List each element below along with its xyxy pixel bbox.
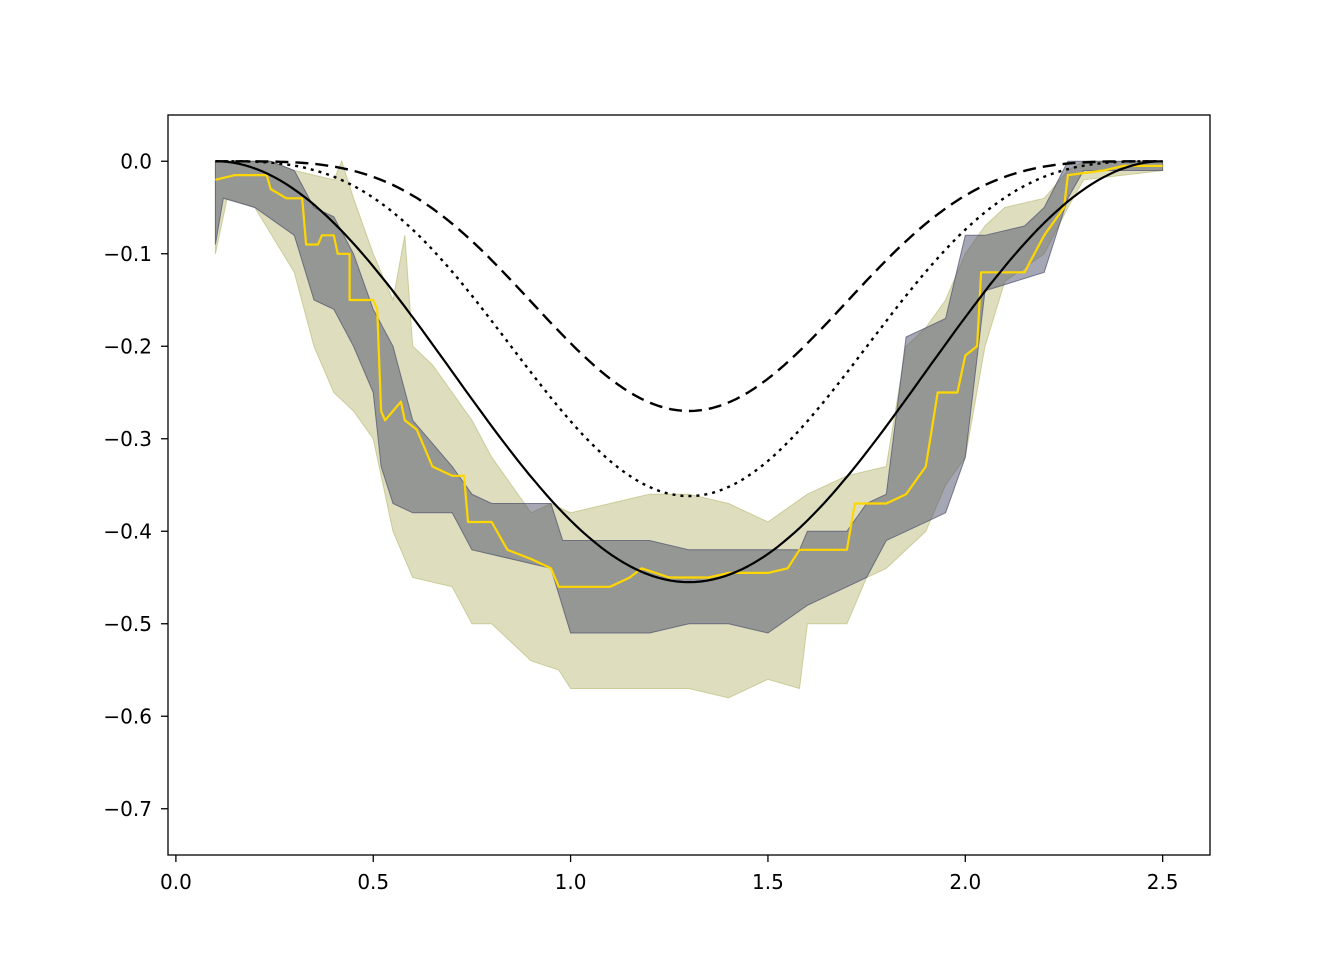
y-tick-label: −0.3 bbox=[103, 427, 152, 451]
y-tick-label: 0.0 bbox=[120, 149, 152, 173]
x-tick-label: 2.0 bbox=[949, 870, 981, 894]
x-tick-label: 1.0 bbox=[555, 870, 587, 894]
x-axis: 0.0 0.5 1.0 1.5 2.0 2.5 bbox=[160, 855, 1179, 894]
series-line-4 bbox=[215, 160, 1163, 413]
y-tick-label: −0.1 bbox=[103, 242, 152, 266]
series-line-2 bbox=[215, 160, 1163, 584]
series-line-1 bbox=[215, 164, 1163, 588]
x-tick-label: 0.5 bbox=[357, 870, 389, 894]
y-tick-label: −0.2 bbox=[103, 334, 152, 358]
series-line-3 bbox=[215, 160, 1163, 498]
x-tick-label: 2.5 bbox=[1147, 870, 1179, 894]
x-tick-label: 1.5 bbox=[752, 870, 784, 894]
y-tick-label: −0.4 bbox=[103, 519, 152, 543]
y-tick-label: −0.5 bbox=[103, 612, 152, 636]
plot-frame bbox=[167, 114, 1211, 856]
series-lines bbox=[215, 160, 1163, 588]
x-tick-label: 0.0 bbox=[160, 870, 192, 894]
y-axis: 0.0 −0.1 −0.2 −0.3 −0.4 −0.5 −0.6 −0.7 bbox=[103, 149, 168, 821]
y-tick-label: −0.6 bbox=[103, 704, 152, 728]
y-tick-label: −0.7 bbox=[103, 797, 152, 821]
